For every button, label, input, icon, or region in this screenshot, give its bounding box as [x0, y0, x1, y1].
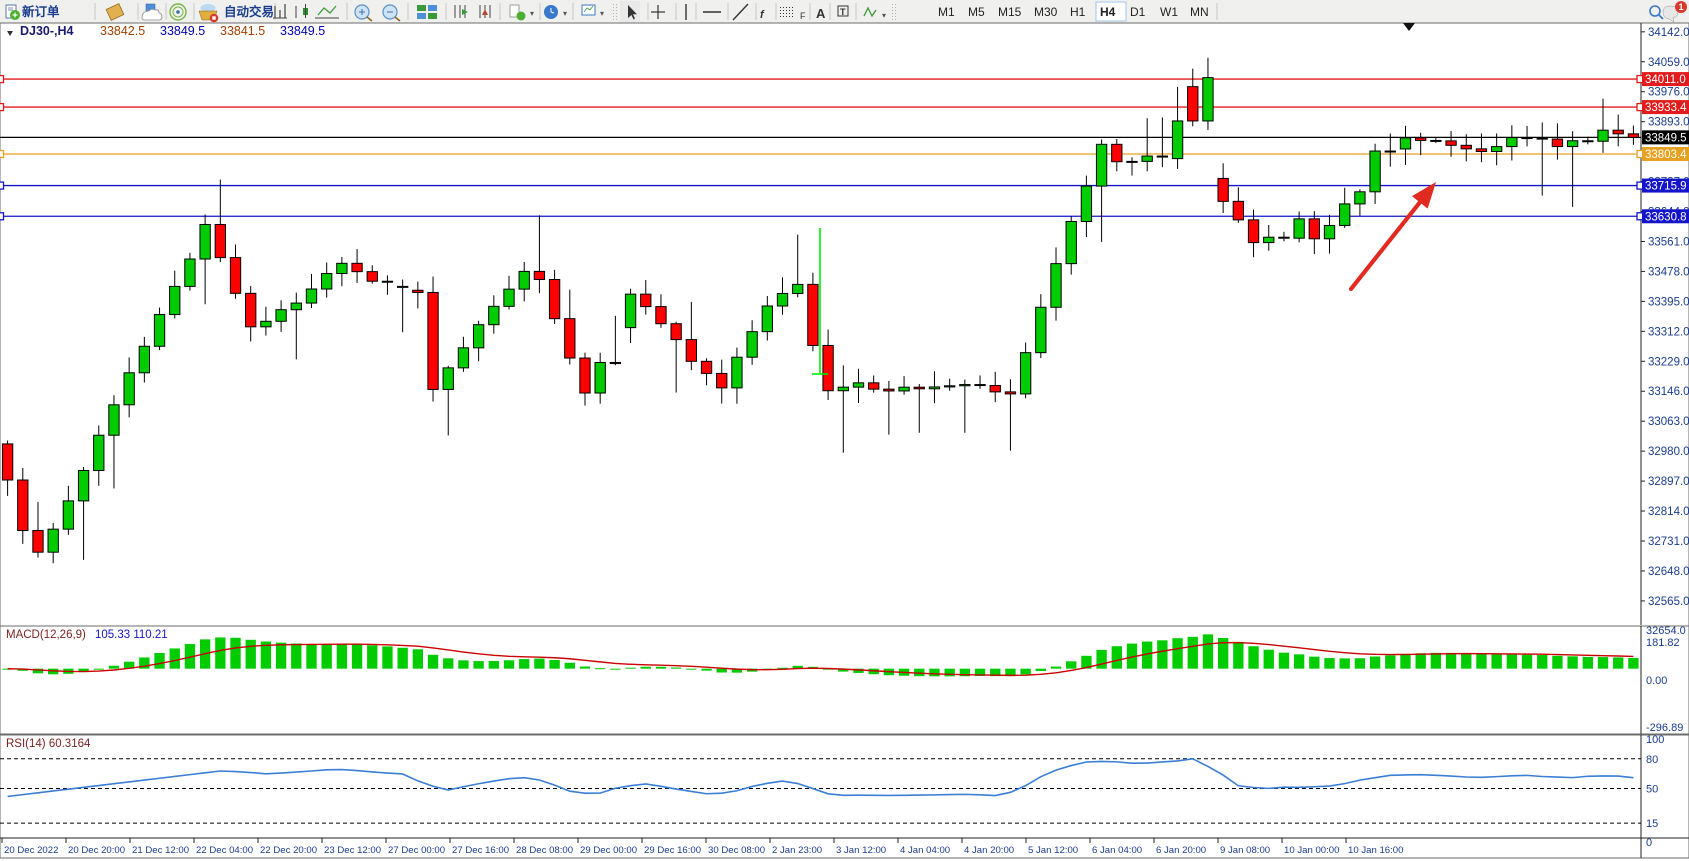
svg-text:105.33 110.21: 105.33 110.21 — [95, 629, 168, 641]
svg-text:34059.0: 34059.0 — [1648, 57, 1689, 69]
svg-text:33849.5: 33849.5 — [280, 24, 325, 38]
svg-text:33849.5: 33849.5 — [160, 24, 205, 38]
svg-text:33715.9: 33715.9 — [1645, 181, 1687, 193]
svg-text:50: 50 — [1646, 784, 1658, 796]
svg-text:33630.8: 33630.8 — [1645, 211, 1687, 223]
svg-text:32980.0: 32980.0 — [1648, 446, 1689, 458]
svg-text:6 Jan 20:00: 6 Jan 20:00 — [1156, 845, 1206, 856]
svg-text:3 Jan 12:00: 3 Jan 12:00 — [836, 845, 886, 856]
svg-text:T: T — [840, 7, 846, 17]
svg-text:29 Dec 00:00: 29 Dec 00:00 — [580, 845, 637, 856]
svg-text:▾: ▾ — [530, 9, 534, 18]
svg-text:32731.0: 32731.0 — [1648, 536, 1689, 548]
svg-text:33893.0: 33893.0 — [1648, 117, 1689, 129]
svg-text:33842.5: 33842.5 — [100, 24, 145, 38]
svg-text:MN: MN — [1190, 5, 1209, 19]
svg-text:32814.0: 32814.0 — [1648, 506, 1689, 518]
svg-text:0.00: 0.00 — [1646, 675, 1667, 687]
svg-text:-296.89: -296.89 — [1646, 722, 1683, 734]
svg-text:H4: H4 — [1100, 5, 1116, 19]
svg-text:33803.4: 33803.4 — [1645, 149, 1687, 161]
svg-text:F: F — [800, 11, 806, 21]
svg-text:21 Dec 12:00: 21 Dec 12:00 — [132, 845, 189, 856]
svg-text:32565.0: 32565.0 — [1648, 596, 1689, 608]
svg-text:20 Dec 2022: 20 Dec 2022 — [4, 845, 58, 856]
svg-text:W1: W1 — [1160, 5, 1178, 19]
svg-text:▾: ▾ — [882, 11, 886, 20]
svg-text:▾: ▾ — [600, 9, 604, 18]
svg-text:23 Dec 12:00: 23 Dec 12:00 — [324, 845, 381, 856]
svg-text:80: 80 — [1646, 754, 1658, 766]
svg-text:29 Dec 16:00: 29 Dec 16:00 — [644, 845, 701, 856]
svg-text:33849.5: 33849.5 — [1645, 132, 1687, 144]
svg-text:181.82: 181.82 — [1646, 637, 1680, 649]
svg-text:M1: M1 — [938, 5, 955, 19]
svg-text:20 Dec 20:00: 20 Dec 20:00 — [68, 845, 125, 856]
svg-text:28 Dec 08:00: 28 Dec 08:00 — [516, 845, 573, 856]
svg-text:33146.0: 33146.0 — [1648, 386, 1689, 398]
svg-text:33561.0: 33561.0 — [1648, 236, 1689, 248]
svg-text:A: A — [816, 6, 826, 21]
svg-text:22 Dec 20:00: 22 Dec 20:00 — [260, 845, 317, 856]
svg-text:22 Dec 04:00: 22 Dec 04:00 — [196, 845, 253, 856]
svg-text:32648.0: 32648.0 — [1648, 566, 1689, 578]
svg-text:新订单: 新订单 — [22, 4, 60, 19]
svg-text:H1: H1 — [1070, 5, 1086, 19]
svg-text:10 Jan 00:00: 10 Jan 00:00 — [1284, 845, 1339, 856]
svg-text:27 Dec 00:00: 27 Dec 00:00 — [388, 845, 445, 856]
svg-text:5 Jan 12:00: 5 Jan 12:00 — [1028, 845, 1078, 856]
svg-text:30 Dec 08:00: 30 Dec 08:00 — [708, 845, 765, 856]
svg-text:2 Jan 23:00: 2 Jan 23:00 — [772, 845, 822, 856]
svg-text:▾: ▾ — [563, 9, 567, 18]
svg-text:34011.0: 34011.0 — [1645, 74, 1686, 86]
svg-text:M5: M5 — [968, 5, 985, 19]
svg-text:33063.0: 33063.0 — [1648, 416, 1689, 428]
svg-text:34142.0: 34142.0 — [1648, 27, 1689, 39]
svg-text:33841.5: 33841.5 — [220, 24, 265, 38]
svg-text:33933.4: 33933.4 — [1645, 102, 1687, 114]
svg-text:D1: D1 — [1130, 5, 1146, 19]
svg-text:M30: M30 — [1034, 5, 1058, 19]
svg-text:MACD(12,26,9): MACD(12,26,9) — [6, 629, 86, 641]
svg-text:1: 1 — [1678, 2, 1683, 12]
svg-text:4 Jan 04:00: 4 Jan 04:00 — [900, 845, 950, 856]
svg-text:6 Jan 04:00: 6 Jan 04:00 — [1092, 845, 1142, 856]
svg-text:RSI(14) 60.3164: RSI(14) 60.3164 — [6, 738, 91, 750]
svg-text:4 Jan 20:00: 4 Jan 20:00 — [964, 845, 1014, 856]
svg-text:32654.0: 32654.0 — [1646, 625, 1686, 637]
svg-text:33395.0: 33395.0 — [1648, 296, 1689, 308]
svg-text:10 Jan 16:00: 10 Jan 16:00 — [1348, 845, 1403, 856]
svg-text:15: 15 — [1646, 818, 1658, 830]
svg-text:9 Jan 08:00: 9 Jan 08:00 — [1220, 845, 1270, 856]
svg-text:33976.0: 33976.0 — [1648, 87, 1689, 99]
svg-text:自动交易: 自动交易 — [224, 4, 274, 19]
svg-text:33229.0: 33229.0 — [1648, 356, 1689, 368]
svg-text:27 Dec 16:00: 27 Dec 16:00 — [452, 845, 509, 856]
svg-text:100: 100 — [1646, 734, 1664, 746]
svg-text:33312.0: 33312.0 — [1648, 326, 1689, 338]
svg-text:33478.0: 33478.0 — [1648, 266, 1689, 278]
svg-text:0: 0 — [1646, 837, 1652, 849]
svg-text:32897.0: 32897.0 — [1648, 476, 1689, 488]
svg-text:M15: M15 — [998, 5, 1022, 19]
svg-text:DJ30-,H4: DJ30-,H4 — [20, 24, 74, 38]
